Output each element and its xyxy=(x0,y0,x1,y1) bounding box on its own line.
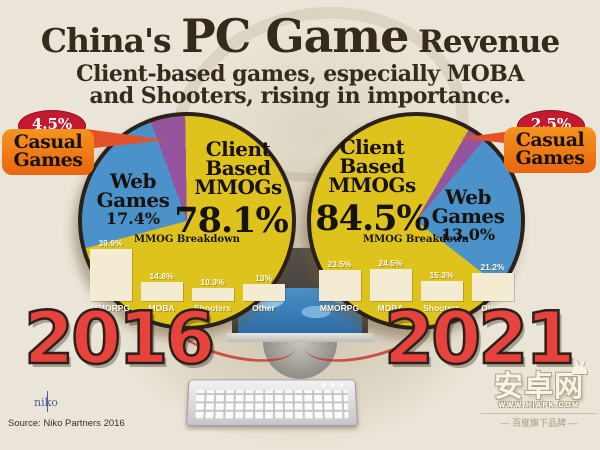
bar xyxy=(471,273,514,301)
bar-value-label: 15.3% xyxy=(429,270,454,281)
client-mmogs-value: 84.5% xyxy=(315,198,430,239)
web-games-value: 17.4% xyxy=(105,209,161,228)
casual-games-callout: Casual Games xyxy=(2,129,94,176)
bar-column: 21.2% Other xyxy=(471,262,515,313)
pie-chart-2016: Client Based MMOGs 78.1% Web Games 17.4%… xyxy=(78,112,296,330)
bar-category-label: MMORPG xyxy=(319,303,360,313)
site-logo-text: 安卓网 xyxy=(493,369,584,403)
bar xyxy=(191,287,234,301)
bar-column: 14.8% MOBA xyxy=(140,271,184,313)
hiapk-logo: 安卓网 WWW.HIAPK.COM — 百度旗下品牌 — xyxy=(481,365,597,429)
year-label-2021: 2021 xyxy=(383,296,577,380)
web-games-slice-label: Web Games 17.4% xyxy=(90,169,176,228)
mmog-breakdown-chart-2021: MMOG Breakdown 23.5% MMORPG 24.5% MOBA 15.3%… xyxy=(311,234,521,313)
title-suffix: Revenue xyxy=(408,24,560,60)
mmog-breakdown-title: MMOG Breakdown xyxy=(134,234,240,245)
bar-category-label: MOBA xyxy=(377,303,404,313)
bar-column: 23.5% MMORPG xyxy=(318,259,362,313)
keyboard-keys xyxy=(195,390,349,419)
bar xyxy=(318,270,361,301)
bar-value-label: 10.3% xyxy=(200,276,225,287)
client-mmogs-label: Client Based MMOGs xyxy=(328,135,416,197)
bar-column: 10.3% Shooters xyxy=(191,277,235,313)
mmog-breakdown-title: MMOG Breakdown xyxy=(363,234,469,245)
keyboard-illustration xyxy=(186,379,358,426)
client-mmogs-label: Client Based MMOGs xyxy=(194,137,282,199)
subtitle-line-2: and Shooters, rising in importance. xyxy=(89,83,511,109)
subtitle: Client-based games, especially MOBA and … xyxy=(0,63,600,107)
bar-category-label: Shooters xyxy=(194,303,231,313)
bar-category-label: Shooters xyxy=(423,303,460,313)
bar-category-label: MMORPG xyxy=(90,303,131,313)
bar xyxy=(369,269,412,301)
source-note: Source: Niko Partners 2016 xyxy=(8,418,125,429)
bar-column: 39.9% MMORPG xyxy=(89,238,133,313)
year-label-2016: 2016 xyxy=(23,296,217,380)
client-mmogs-value: 78.1% xyxy=(174,200,289,241)
bar-value-label: 23.5% xyxy=(327,259,352,270)
bar xyxy=(140,281,183,301)
keyboard-leds xyxy=(319,383,345,387)
monitor-base xyxy=(226,333,374,342)
bar-value-label: 24.5% xyxy=(378,258,403,269)
bar xyxy=(89,249,132,301)
title-prefix: China's xyxy=(40,21,182,60)
site-tagline: — 百度旗下品牌 — xyxy=(481,413,597,429)
bar-value-label: 13% xyxy=(254,273,272,284)
subtitle-line-1: Client-based games, especially MOBA xyxy=(76,61,524,87)
bar-value-label: 21.2% xyxy=(480,262,505,273)
bar-column: 13% Other xyxy=(242,273,286,313)
bar-column: 15.3% Shooters xyxy=(420,270,464,313)
bar-value-label: 14.8% xyxy=(149,270,174,281)
android-icon xyxy=(572,365,587,374)
web-games-label: Web Games xyxy=(431,185,505,228)
site-url: WWW.HIAPK.COM xyxy=(498,402,580,409)
bar-chart: 23.5% MMORPG 24.5% MOBA 15.3% Shooters 21.2% Ot… xyxy=(311,247,521,313)
bar xyxy=(242,284,285,301)
web-games-slice-label: Web Games 13.0% xyxy=(425,185,511,244)
title-main: PC Game xyxy=(181,9,409,63)
bar-category-label: Other xyxy=(252,303,275,313)
page-title: China's PC Game Revenue xyxy=(0,13,600,59)
bar-value-label: 39.9% xyxy=(98,238,123,249)
bar xyxy=(420,281,463,301)
bar-column: 24.5% MOBA xyxy=(369,258,413,313)
casual-games-callout: Casual Games xyxy=(504,127,596,174)
bar-chart: 39.9% MMORPG 14.8% MOBA 10.3% Shooters 13% Othe… xyxy=(82,238,292,313)
niko-logo: niko xyxy=(34,391,58,412)
pie-chart-2021: Client Based MMOGs 84.5% Web Games 13.0%… xyxy=(307,112,525,330)
web-games-value: 13.0% xyxy=(440,225,496,244)
web-games-label: Web Games xyxy=(96,169,170,212)
mmog-breakdown-chart-2016: MMOG Breakdown 39.9% MMORPG 14.8% MOBA 10.3%… xyxy=(82,234,292,313)
bar-category-label: Other xyxy=(481,303,504,313)
bar-category-label: MOBA xyxy=(148,303,175,313)
